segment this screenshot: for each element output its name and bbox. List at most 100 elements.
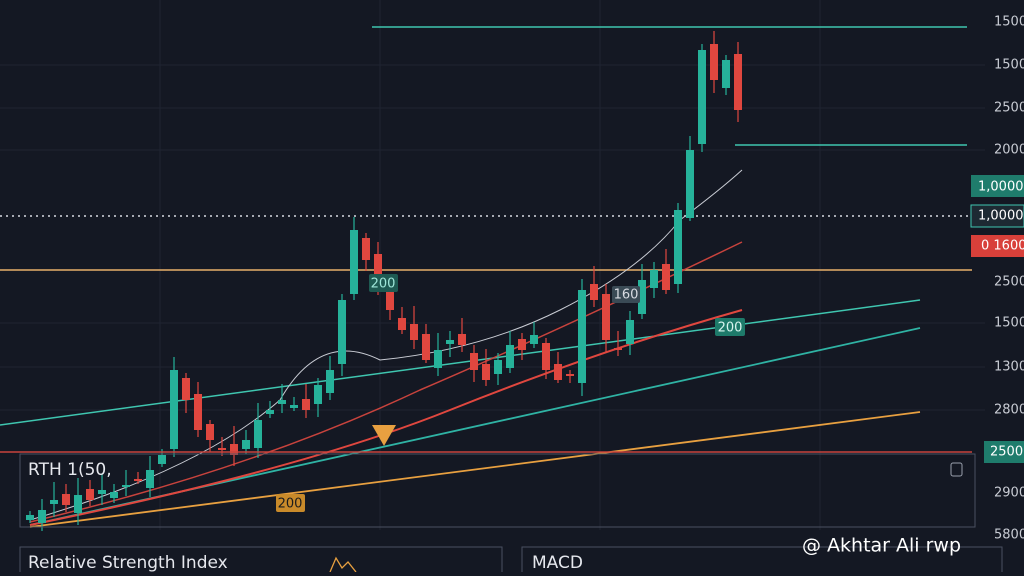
panel-title: Relative Strength Index	[28, 553, 228, 572]
candle-body	[686, 150, 694, 218]
candle-body	[158, 455, 166, 464]
macd-panel	[521, 546, 1003, 576]
candle-body	[626, 320, 634, 344]
candle-body	[434, 350, 442, 368]
signal-arrow	[372, 425, 396, 446]
candle-body	[182, 378, 190, 400]
rsi-panel	[19, 546, 503, 576]
panel-title: MACD	[532, 553, 583, 572]
watermark: @ Akhtar Ali rwp	[802, 535, 961, 557]
candle-body	[218, 448, 226, 450]
chart-label: 200	[718, 321, 743, 336]
candle-body	[446, 340, 454, 344]
axis-label: 2500	[994, 101, 1024, 116]
candle-body	[170, 370, 178, 449]
candle-body	[146, 470, 154, 488]
badge-text: 2500	[990, 445, 1023, 460]
candle-body	[542, 343, 550, 370]
candle-body	[194, 394, 202, 430]
rsi-line	[329, 556, 357, 573]
candle-body	[590, 284, 598, 300]
price-badge	[971, 235, 1024, 257]
candle-body	[614, 348, 622, 350]
price-badge	[984, 441, 1024, 463]
indicator-panel	[19, 453, 976, 528]
candle-body	[458, 334, 466, 345]
candle-body	[74, 495, 82, 513]
axis-label: 5800	[994, 528, 1024, 543]
candle-body	[26, 515, 34, 520]
candle-body	[38, 510, 46, 523]
candle-body	[122, 485, 130, 487]
candle-body	[326, 370, 334, 393]
grid	[0, 0, 985, 530]
axis-label: 1500	[994, 316, 1024, 331]
candle-body	[494, 360, 502, 374]
candle-body	[410, 324, 418, 340]
candle-body	[482, 364, 490, 380]
label-box	[612, 286, 640, 303]
candle-body	[662, 264, 670, 290]
candle-body	[98, 490, 106, 494]
candle-body	[86, 489, 94, 500]
candle-body	[338, 300, 346, 364]
axis-label: 2800	[994, 403, 1024, 418]
price-badge	[970, 204, 1024, 228]
candle-body	[530, 335, 538, 344]
candle-body	[134, 479, 142, 481]
candle-body	[278, 400, 286, 404]
label-box	[715, 318, 745, 336]
trend-line	[29, 411, 921, 528]
candle-body	[722, 60, 730, 88]
badge-text: 1,0000	[978, 180, 1024, 195]
candle-body	[302, 399, 310, 410]
candle-body	[290, 405, 298, 408]
label-box	[276, 494, 305, 512]
axis-label: 2000	[994, 143, 1024, 158]
axis-label: 1500	[994, 15, 1024, 30]
candle-body	[62, 494, 70, 505]
badge-text: 0 1600	[981, 239, 1024, 254]
candle-body	[566, 374, 574, 376]
candle-body	[710, 44, 718, 80]
candles	[26, 31, 742, 531]
candle-body	[266, 410, 274, 414]
candle-body	[50, 500, 58, 504]
candle-body	[398, 318, 406, 330]
candle-body	[698, 50, 706, 144]
panel-button[interactable]	[950, 462, 963, 477]
candle-body	[554, 364, 562, 380]
axis-label: 1500	[994, 58, 1024, 73]
axis-label: 2900	[994, 486, 1024, 501]
label-box	[369, 274, 398, 292]
chart-label: 160	[614, 288, 639, 303]
axis-label: 2500	[994, 275, 1024, 290]
candle-body	[362, 238, 370, 260]
candle-body	[674, 210, 682, 284]
price-axis: 1500 1500 2500 2000 2500 1500 1300 2800 …	[994, 15, 1024, 543]
candle-body	[578, 290, 586, 383]
moving-average	[29, 309, 743, 526]
candle-body	[242, 440, 250, 449]
price-badge	[971, 175, 1024, 197]
candle-body	[386, 284, 394, 310]
chart-label: 200	[278, 497, 303, 512]
candle-body	[374, 254, 382, 290]
candle-body	[422, 334, 430, 360]
chart-label: 200	[371, 277, 396, 292]
badge-text: 1,0000	[978, 209, 1024, 224]
candle-body	[734, 54, 742, 110]
candle-body	[230, 444, 238, 455]
trend-line	[0, 299, 921, 426]
candle-body	[518, 339, 526, 350]
candle-body	[254, 420, 262, 448]
candle-body	[470, 353, 478, 370]
candle-body	[206, 424, 214, 440]
candle-body	[350, 230, 358, 294]
axis-label: 1300	[994, 360, 1024, 375]
candle-body	[506, 345, 514, 368]
candle-body	[110, 492, 118, 498]
